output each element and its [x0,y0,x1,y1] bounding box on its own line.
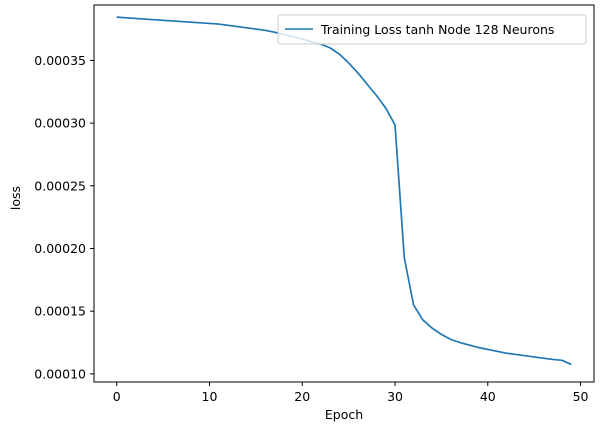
x-axis-ticks: 0 10 20 30 40 50 [113,382,589,404]
x-tick-label: 0 [113,389,121,404]
x-tick-label: 50 [573,389,589,404]
y-axis-label: loss [8,186,23,210]
y-tick-label: 0.00035 [34,53,86,68]
x-tick-label: 20 [294,389,310,404]
legend-entry-label: Training Loss tanh Node 128 Neurons [320,22,554,37]
x-tick-label: 30 [387,389,403,404]
y-tick-label: 0.00010 [34,366,86,381]
y-tick-label: 0.00030 [34,116,86,131]
legend-box [277,14,587,45]
legend: Training Loss tanh Node 128 Neurons [277,14,587,45]
axes-frame [93,4,595,383]
series-line-training-loss [116,16,572,366]
plot-area [116,16,572,366]
x-tick-label: 40 [480,389,496,404]
y-tick-label: 0.00025 [34,178,86,193]
x-tick-label: 10 [202,389,218,404]
y-tick-label: 0.00015 [34,304,86,319]
y-axis-ticks: 0.00010 0.00015 0.00020 0.00025 0.00030 0.000… [34,53,94,381]
x-axis-label: Epoch [325,407,363,422]
y-tick-label: 0.00020 [34,241,86,256]
